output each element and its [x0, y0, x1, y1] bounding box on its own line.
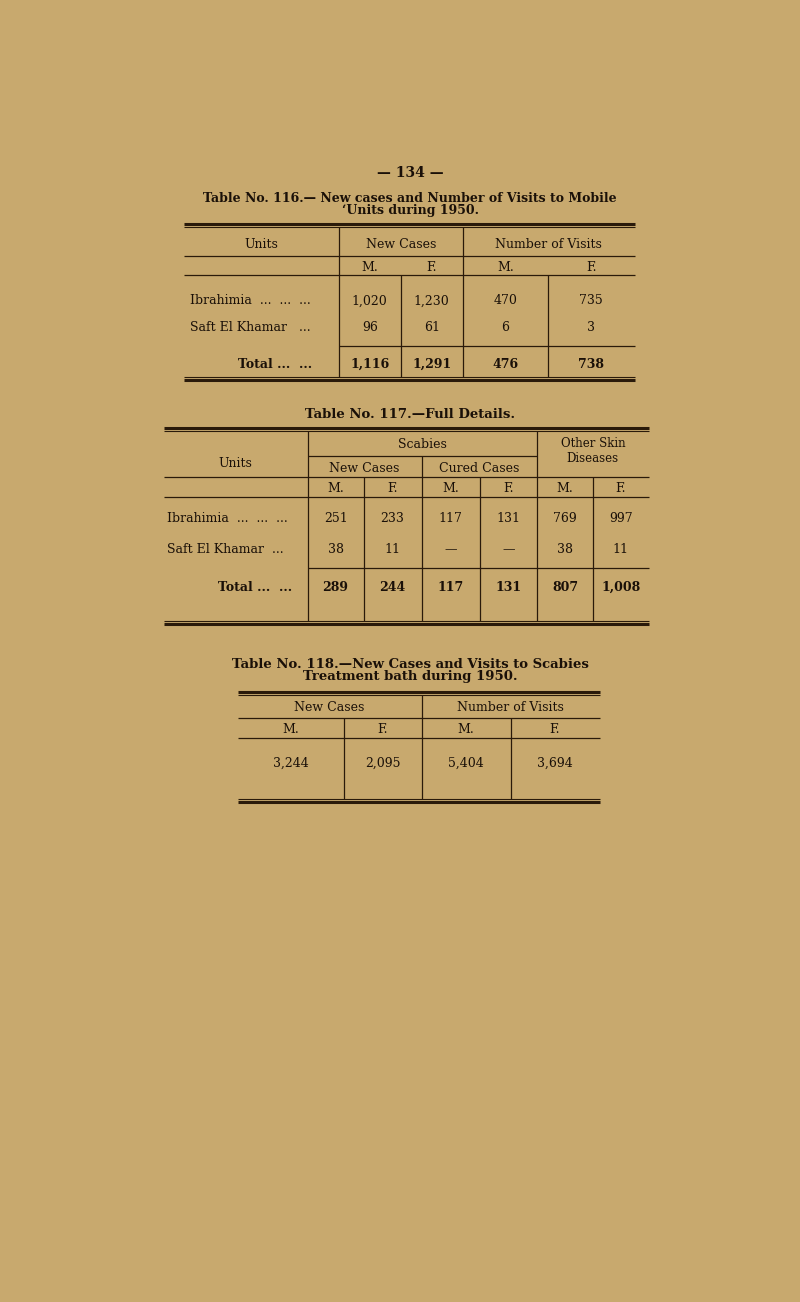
Text: 61: 61 — [424, 322, 440, 335]
Text: 233: 233 — [380, 513, 404, 526]
Text: 131: 131 — [497, 513, 521, 526]
Text: 2,095: 2,095 — [365, 756, 401, 769]
Text: 131: 131 — [495, 581, 522, 594]
Text: 96: 96 — [362, 322, 378, 335]
Text: ‘Units during 1950.: ‘Units during 1950. — [342, 204, 478, 217]
Text: 3,244: 3,244 — [273, 756, 309, 769]
Text: F.: F. — [550, 723, 560, 736]
Text: — 134 —: — 134 — — [377, 167, 443, 180]
Text: 738: 738 — [578, 358, 604, 371]
Text: 251: 251 — [324, 513, 347, 526]
Text: F.: F. — [387, 482, 398, 495]
Text: 289: 289 — [322, 581, 349, 594]
Text: Number of Visits: Number of Visits — [495, 237, 602, 250]
Text: F.: F. — [426, 260, 437, 273]
Text: 6: 6 — [502, 322, 510, 335]
Text: 38: 38 — [557, 543, 573, 556]
Text: Ibrahimia  ...  ...  ...: Ibrahimia ... ... ... — [190, 294, 310, 307]
Text: Cured Cases: Cured Cases — [438, 462, 519, 475]
Text: 1,116: 1,116 — [350, 358, 390, 371]
Text: Units: Units — [244, 237, 278, 250]
Text: F.: F. — [503, 482, 514, 495]
Text: —: — — [502, 543, 514, 556]
Text: Total ...  ...: Total ... ... — [218, 581, 292, 594]
Text: 476: 476 — [492, 358, 518, 371]
Text: 997: 997 — [609, 513, 633, 526]
Text: 244: 244 — [379, 581, 406, 594]
Text: M.: M. — [442, 482, 458, 495]
Text: New Cases: New Cases — [366, 237, 436, 250]
Text: Ibrahimia  ...  ...  ...: Ibrahimia ... ... ... — [167, 513, 288, 526]
Text: 769: 769 — [553, 513, 577, 526]
Text: 1,291: 1,291 — [412, 358, 451, 371]
Text: 1,008: 1,008 — [601, 581, 641, 594]
Text: 11: 11 — [613, 543, 629, 556]
Text: 1,230: 1,230 — [414, 294, 450, 307]
Text: —: — — [444, 543, 457, 556]
Text: 735: 735 — [579, 294, 603, 307]
Text: Table No. 117.—Full Details.: Table No. 117.—Full Details. — [305, 408, 515, 421]
Text: 807: 807 — [552, 581, 578, 594]
Text: 5,404: 5,404 — [448, 756, 484, 769]
Text: Number of Visits: Number of Visits — [458, 700, 564, 713]
Text: M.: M. — [362, 260, 378, 273]
Text: Treatment bath during 1950.: Treatment bath during 1950. — [302, 671, 518, 684]
Text: Other Skin
Diseases: Other Skin Diseases — [561, 437, 626, 465]
Text: Table No. 118.—New Cases and Visits to Scabies: Table No. 118.—New Cases and Visits to S… — [231, 658, 589, 671]
Text: 117: 117 — [438, 513, 462, 526]
Text: 470: 470 — [494, 294, 518, 307]
Text: M.: M. — [458, 723, 474, 736]
Text: Saft El Khamar   ...: Saft El Khamar ... — [190, 322, 310, 335]
Text: F.: F. — [615, 482, 626, 495]
Text: 38: 38 — [328, 543, 344, 556]
Text: 11: 11 — [384, 543, 400, 556]
Text: New Cases: New Cases — [329, 462, 399, 475]
Text: M.: M. — [327, 482, 344, 495]
Text: Total ...  ...: Total ... ... — [238, 358, 312, 371]
Text: Units: Units — [218, 457, 253, 470]
Text: 1,020: 1,020 — [352, 294, 387, 307]
Text: 117: 117 — [437, 581, 463, 594]
Text: F.: F. — [378, 723, 388, 736]
Text: Scabies: Scabies — [398, 439, 447, 452]
Text: F.: F. — [586, 260, 597, 273]
Text: 3,694: 3,694 — [537, 756, 573, 769]
Text: M.: M. — [282, 723, 299, 736]
Text: M.: M. — [497, 260, 514, 273]
Text: New Cases: New Cases — [294, 700, 365, 713]
Text: Saft El Khamar  ...: Saft El Khamar ... — [167, 543, 284, 556]
Text: M.: M. — [557, 482, 574, 495]
Text: 3: 3 — [587, 322, 595, 335]
Text: Table No. 116.— New cases and Number of Visits to Mobile: Table No. 116.— New cases and Number of … — [203, 193, 617, 206]
